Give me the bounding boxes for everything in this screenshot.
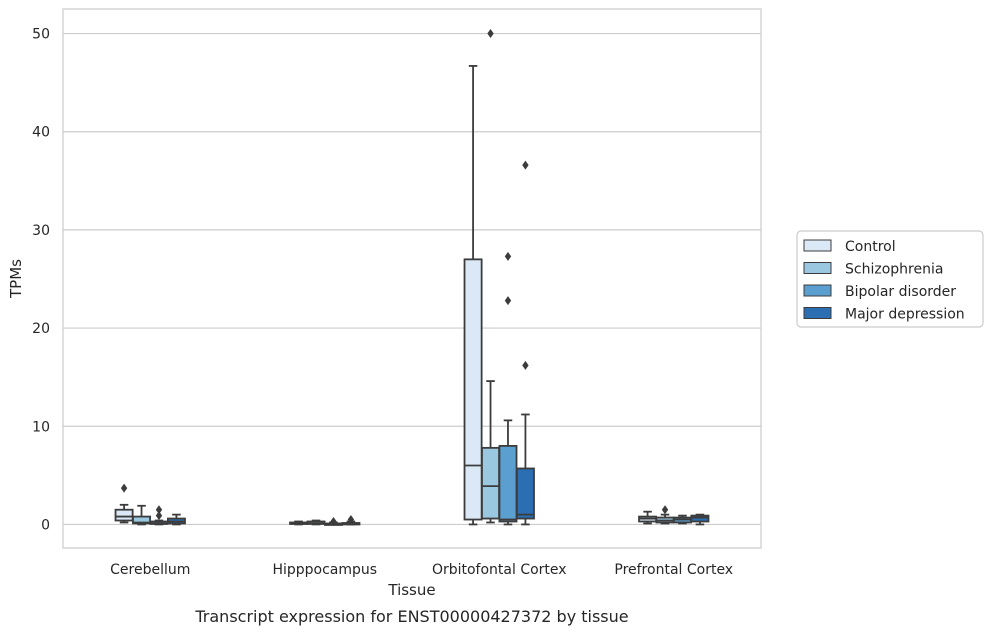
outlier-point <box>347 515 355 525</box>
box-control <box>638 510 658 525</box>
y-tick-label: 20 <box>32 321 50 337</box>
legend-swatch <box>803 284 832 297</box>
legend-swatch <box>803 239 832 252</box>
box-major-depression <box>341 515 361 526</box>
box-schizophrenia <box>306 519 326 526</box>
box-major-depression <box>166 513 186 526</box>
y-tick-label: 10 <box>32 419 50 435</box>
box-iqr <box>690 514 710 523</box>
x-tick-labels: Cerebellum Hipppocampus Orbitofontal Corte… <box>110 562 733 578</box>
box-bipolar-disorder <box>498 251 518 526</box>
y-tick-label: 30 <box>32 223 50 239</box>
legend-label: Control <box>845 239 896 255</box>
box-control <box>463 65 483 526</box>
outlier-point <box>661 505 669 515</box>
legend: Control Schizophrenia Bipolar disorder Majo… <box>796 230 984 328</box>
box-iqr <box>515 467 535 520</box>
y-axis-label: TPMs <box>7 259 25 299</box>
box-iqr <box>132 515 151 525</box>
legend-swatch <box>803 262 832 274</box>
box-iqr <box>498 444 518 523</box>
outlier-point <box>522 360 529 370</box>
box-iqr <box>114 508 134 522</box>
chart-caption: Transcript expression for ENST0000042737… <box>194 607 628 626</box>
box-series <box>114 29 710 526</box>
outlier-point <box>522 160 529 170</box>
box-major-depression <box>690 513 710 526</box>
y-tick-label: 0 <box>41 517 50 533</box>
outlier-point <box>155 505 163 515</box>
x-tick-label: Hipppocampus <box>272 562 377 578</box>
outlier-point <box>504 296 512 306</box>
legend-label: Schizophrenia <box>845 262 943 278</box>
legend-label: Major depression <box>845 307 965 323</box>
legend-swatch <box>803 307 832 319</box>
box-iqr <box>463 258 483 521</box>
box-bipolar-disorder <box>673 514 692 525</box>
box-bipolar-disorder <box>149 505 169 526</box>
x-tick-label: Prefrontal Cortex <box>614 562 733 578</box>
box-control <box>114 483 134 524</box>
box-control <box>289 520 309 526</box>
outlier-point <box>120 483 128 493</box>
y-tick-label: 40 <box>32 125 50 141</box>
legend-label: Bipolar disorder <box>845 284 956 300</box>
plot-frame <box>62 8 762 549</box>
box-iqr <box>481 446 500 520</box>
y-tick-label: 50 <box>32 27 50 43</box>
box-bipolar-disorder <box>324 516 343 526</box>
outlier-point <box>330 516 337 526</box>
y-tick-labels: 0 10 20 30 40 50 <box>32 27 50 534</box>
box-schizophrenia <box>655 505 675 525</box>
box-major-depression <box>515 160 535 526</box>
outlier-point <box>487 29 494 39</box>
box-schizophrenia <box>132 504 151 526</box>
x-axis-label: Tissue <box>387 581 435 599</box>
x-tick-label: Cerebellum <box>110 562 190 578</box>
box-schizophrenia <box>481 29 500 524</box>
grid-lines <box>63 32 761 526</box>
outlier-point <box>504 251 512 261</box>
x-tick-label: Orbitofontal Cortex <box>432 562 567 578</box>
outlier-point <box>155 511 163 521</box>
legend-frame <box>796 230 984 328</box>
